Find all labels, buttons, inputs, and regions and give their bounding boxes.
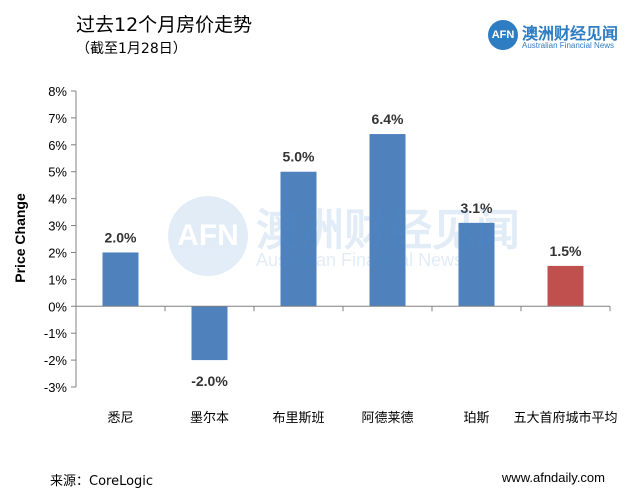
y-axis-label: Price Change [12,193,28,283]
page-subtitle: （截至1月28日） [76,41,187,57]
bar [458,222,495,307]
data-label: 3.1% [461,200,493,216]
bar [280,171,317,307]
x-tick-label: 悉尼 [107,410,133,425]
y-tick-label: -3% [44,380,68,395]
data-label: -2.0% [191,373,228,389]
x-tick-label: 五大首府城市平均 [513,410,617,425]
x-tick-label: 布里斯班 [272,410,324,425]
y-tick-label: 1% [48,272,67,287]
y-tick-label: -1% [44,326,68,341]
site-url: www.afndaily.com [501,470,605,485]
data-label: 5.0% [283,149,315,165]
logo-name-cn: 澳洲财经见闻 [522,24,619,43]
data-label: 6.4% [372,111,404,127]
y-tick-label: 6% [48,138,67,153]
page-title: 过去12个月房价走势 [76,14,253,36]
bar [191,306,228,361]
bar [102,252,139,307]
x-tick-label: 墨尔本 [190,410,229,425]
x-tick-label: 阿德莱德 [361,410,413,425]
y-tick-label: 0% [48,299,67,314]
y-tick-label: 2% [48,245,67,260]
y-tick-label: 4% [48,192,67,207]
y-tick-label: 3% [48,219,67,234]
source-note: 来源：CoreLogic [50,474,154,489]
data-label: 2.0% [105,229,137,245]
data-label: 1.5% [550,243,582,259]
bar [369,134,406,307]
logo-name-en: Australian Financial News [522,41,615,50]
y-tick-label: -2% [44,353,68,368]
y-tick-label: 5% [48,165,67,180]
y-tick-label: 7% [48,111,67,126]
y-tick-label: 8% [48,84,67,99]
x-tick-label: 珀斯 [463,410,489,425]
afn-logo: AFN 澳洲财经见闻 Australian Financial News [488,20,626,52]
logo-mark: AFN [488,20,518,50]
bar [547,265,584,307]
